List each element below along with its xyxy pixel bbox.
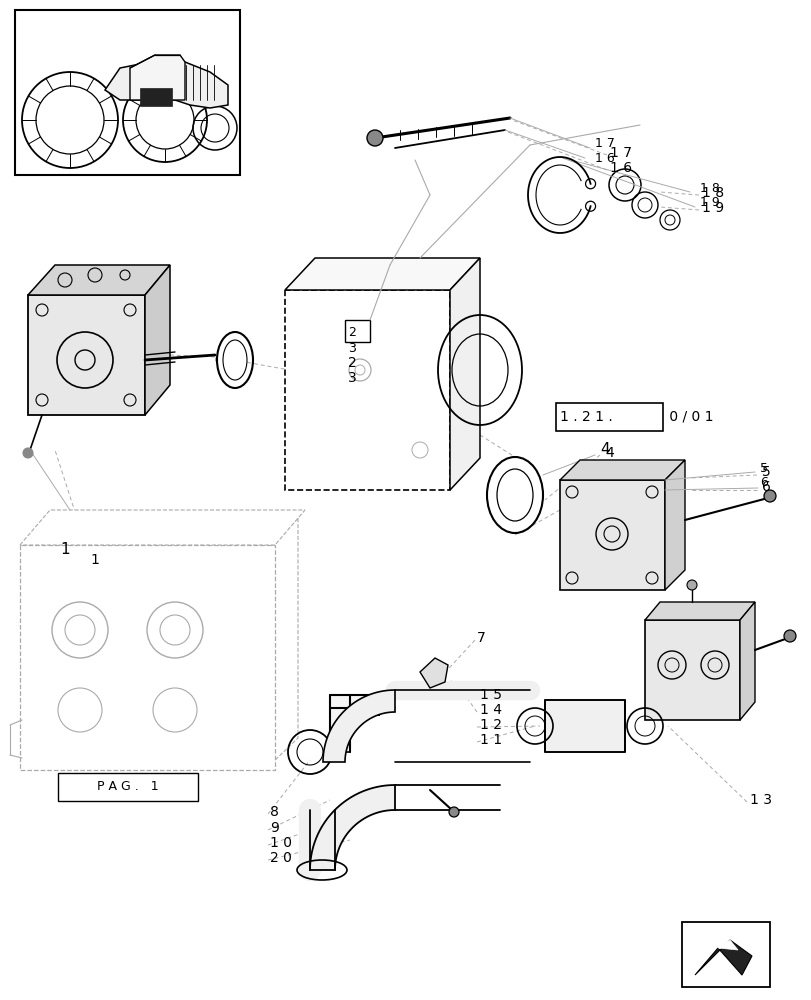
Text: P A G .   1: P A G . 1 bbox=[97, 780, 159, 793]
Text: 1 9: 1 9 bbox=[702, 201, 723, 215]
Polygon shape bbox=[105, 62, 228, 108]
Text: 2: 2 bbox=[348, 326, 355, 338]
Bar bbox=[345, 320, 370, 342]
Text: 3: 3 bbox=[348, 342, 355, 355]
Text: 4: 4 bbox=[599, 442, 609, 458]
Bar bbox=[544, 700, 624, 752]
Polygon shape bbox=[22, 548, 270, 765]
Text: 1 6: 1 6 bbox=[609, 161, 631, 175]
Polygon shape bbox=[28, 295, 145, 415]
Circle shape bbox=[763, 490, 775, 502]
Polygon shape bbox=[22, 518, 298, 548]
Bar bbox=[139, 88, 172, 106]
Bar bbox=[15, 10, 240, 175]
Bar bbox=[681, 922, 769, 987]
Polygon shape bbox=[717, 940, 737, 950]
Text: 1 7: 1 7 bbox=[594, 137, 614, 150]
Text: 4: 4 bbox=[604, 446, 613, 460]
Polygon shape bbox=[20, 510, 305, 545]
Polygon shape bbox=[145, 265, 169, 415]
Text: 1: 1 bbox=[60, 542, 70, 558]
Polygon shape bbox=[130, 55, 185, 100]
Text: 2: 2 bbox=[348, 356, 356, 370]
Text: 0 / 0 1: 0 / 0 1 bbox=[664, 410, 713, 424]
Polygon shape bbox=[310, 785, 394, 870]
Text: 1 3: 1 3 bbox=[749, 793, 771, 807]
Text: 2 0: 2 0 bbox=[270, 851, 291, 865]
Polygon shape bbox=[419, 658, 448, 688]
Text: 1 4: 1 4 bbox=[479, 703, 501, 717]
Polygon shape bbox=[323, 690, 394, 762]
Text: 8: 8 bbox=[270, 805, 278, 819]
Bar bbox=[556, 403, 663, 431]
Text: 7: 7 bbox=[476, 631, 485, 645]
Text: 5: 5 bbox=[761, 465, 770, 479]
Polygon shape bbox=[560, 460, 684, 480]
Text: 1 7: 1 7 bbox=[609, 146, 631, 160]
Text: 1 1: 1 1 bbox=[479, 733, 501, 747]
Text: 1 0: 1 0 bbox=[270, 836, 292, 850]
Polygon shape bbox=[664, 460, 684, 590]
Text: 1 9: 1 9 bbox=[699, 196, 719, 210]
Bar bbox=[58, 773, 198, 801]
Polygon shape bbox=[449, 258, 479, 490]
Polygon shape bbox=[560, 480, 664, 590]
Polygon shape bbox=[285, 258, 479, 290]
Circle shape bbox=[585, 201, 594, 211]
Circle shape bbox=[783, 630, 795, 642]
Text: 3: 3 bbox=[348, 371, 356, 385]
Text: 1 6: 1 6 bbox=[594, 152, 614, 165]
Text: 1 8: 1 8 bbox=[702, 186, 723, 200]
Circle shape bbox=[367, 130, 383, 146]
Polygon shape bbox=[739, 602, 754, 720]
Polygon shape bbox=[285, 290, 449, 490]
Polygon shape bbox=[644, 620, 739, 720]
Polygon shape bbox=[329, 695, 394, 752]
Polygon shape bbox=[644, 602, 754, 620]
Circle shape bbox=[686, 580, 696, 590]
Text: 6: 6 bbox=[761, 480, 770, 494]
Text: 1 5: 1 5 bbox=[479, 688, 501, 702]
Text: 6: 6 bbox=[759, 477, 767, 489]
Circle shape bbox=[23, 448, 33, 458]
Polygon shape bbox=[28, 265, 169, 295]
Polygon shape bbox=[694, 940, 751, 975]
Text: 5: 5 bbox=[759, 462, 767, 475]
Text: 9: 9 bbox=[270, 821, 278, 835]
Text: 1 8: 1 8 bbox=[699, 182, 719, 195]
Polygon shape bbox=[270, 518, 298, 765]
Polygon shape bbox=[20, 545, 275, 770]
Circle shape bbox=[448, 807, 458, 817]
Circle shape bbox=[585, 179, 594, 189]
Text: 1: 1 bbox=[90, 553, 99, 567]
Text: 1 2: 1 2 bbox=[479, 718, 501, 732]
Text: 1 . 2 1 .: 1 . 2 1 . bbox=[560, 410, 612, 424]
